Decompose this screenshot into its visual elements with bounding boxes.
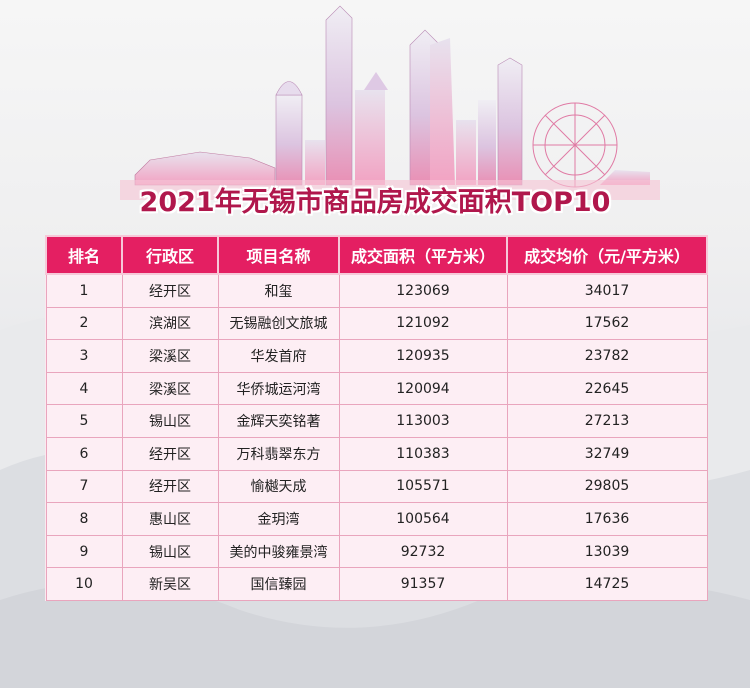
cell-project: 和玺 bbox=[217, 273, 340, 308]
cell-district: 锡山区 bbox=[121, 404, 219, 438]
header-price: 成交均价（元/平方米） bbox=[506, 235, 708, 275]
cell-district: 梁溪区 bbox=[121, 339, 219, 373]
table-row: 4 梁溪区 华侨城运河湾 120094 22645 bbox=[45, 371, 708, 406]
cell-price: 23782 bbox=[506, 339, 708, 373]
header-project: 项目名称 bbox=[217, 235, 340, 275]
cell-rank: 2 bbox=[45, 306, 123, 341]
cell-project: 愉樾天成 bbox=[217, 469, 340, 504]
cell-price: 22645 bbox=[506, 371, 708, 406]
cell-district: 梁溪区 bbox=[121, 371, 219, 406]
cell-rank: 7 bbox=[45, 469, 123, 504]
cell-area: 123069 bbox=[338, 273, 508, 308]
cell-area: 121092 bbox=[338, 306, 508, 341]
cell-rank: 9 bbox=[45, 534, 123, 569]
cell-price: 32749 bbox=[506, 436, 708, 471]
cell-project: 华发首府 bbox=[217, 339, 340, 373]
cell-project: 华侨城运河湾 bbox=[217, 371, 340, 406]
cell-district: 经开区 bbox=[121, 273, 219, 308]
table-row: 7 经开区 愉樾天成 105571 29805 bbox=[45, 469, 708, 504]
table-row: 10 新吴区 国信臻园 91357 14725 bbox=[45, 567, 708, 601]
header-district: 行政区 bbox=[121, 235, 219, 275]
table-row: 3 梁溪区 华发首府 120935 23782 bbox=[45, 339, 708, 373]
cell-price: 14725 bbox=[506, 567, 708, 601]
table-row: 1 经开区 和玺 123069 34017 bbox=[45, 273, 708, 308]
cell-district: 经开区 bbox=[121, 469, 219, 504]
cell-rank: 6 bbox=[45, 436, 123, 471]
cell-area: 92732 bbox=[338, 534, 508, 569]
cell-project: 无锡融创文旅城 bbox=[217, 306, 340, 341]
ranking-table: 排名 行政区 项目名称 成交面积（平方米） 成交均价（元/平方米） 1 经开区 和玺… bbox=[45, 235, 708, 601]
cell-price: 34017 bbox=[506, 273, 708, 308]
cell-project: 金玥湾 bbox=[217, 502, 340, 536]
cell-price: 29805 bbox=[506, 469, 708, 504]
table-row: 8 惠山区 金玥湾 100564 17636 bbox=[45, 502, 708, 536]
cell-price: 17562 bbox=[506, 306, 708, 341]
cell-area: 105571 bbox=[338, 469, 508, 504]
cell-district: 惠山区 bbox=[121, 502, 219, 536]
cell-rank: 10 bbox=[45, 567, 123, 601]
table-row: 9 锡山区 美的中骏雍景湾 92732 13039 bbox=[45, 534, 708, 569]
cell-price: 27213 bbox=[506, 404, 708, 438]
cell-area: 110383 bbox=[338, 436, 508, 471]
cell-project: 万科翡翠东方 bbox=[217, 436, 340, 471]
cell-price: 13039 bbox=[506, 534, 708, 569]
cell-district: 经开区 bbox=[121, 436, 219, 471]
cell-project: 美的中骏雍景湾 bbox=[217, 534, 340, 569]
page-title: 2021年无锡市商品房成交面积TOP10 bbox=[139, 187, 611, 218]
cell-area: 120935 bbox=[338, 339, 508, 373]
cell-area: 100564 bbox=[338, 502, 508, 536]
table-row: 6 经开区 万科翡翠东方 110383 32749 bbox=[45, 436, 708, 471]
cell-rank: 5 bbox=[45, 404, 123, 438]
cell-area: 91357 bbox=[338, 567, 508, 601]
header-rank: 排名 bbox=[45, 235, 123, 275]
cell-area: 113003 bbox=[338, 404, 508, 438]
cell-price: 17636 bbox=[506, 502, 708, 536]
cell-area: 120094 bbox=[338, 371, 508, 406]
cell-district: 锡山区 bbox=[121, 534, 219, 569]
cell-district: 新吴区 bbox=[121, 567, 219, 601]
table-header-row: 排名 行政区 项目名称 成交面积（平方米） 成交均价（元/平方米） bbox=[45, 235, 708, 275]
cell-rank: 1 bbox=[45, 273, 123, 308]
city-skyline-illustration bbox=[120, 5, 660, 200]
table-row: 2 滨湖区 无锡融创文旅城 121092 17562 bbox=[45, 306, 708, 341]
header-area: 成交面积（平方米） bbox=[338, 235, 508, 275]
cell-rank: 4 bbox=[45, 371, 123, 406]
table-body: 1 经开区 和玺 123069 34017 2 滨湖区 无锡融创文旅城 121092 17562 3… bbox=[45, 273, 708, 601]
cell-project: 国信臻园 bbox=[217, 567, 340, 601]
cell-rank: 3 bbox=[45, 339, 123, 373]
table-row: 5 锡山区 金辉天奕铭著 113003 27213 bbox=[45, 404, 708, 438]
cell-district: 滨湖区 bbox=[121, 306, 219, 341]
cell-project: 金辉天奕铭著 bbox=[217, 404, 340, 438]
cell-rank: 8 bbox=[45, 502, 123, 536]
